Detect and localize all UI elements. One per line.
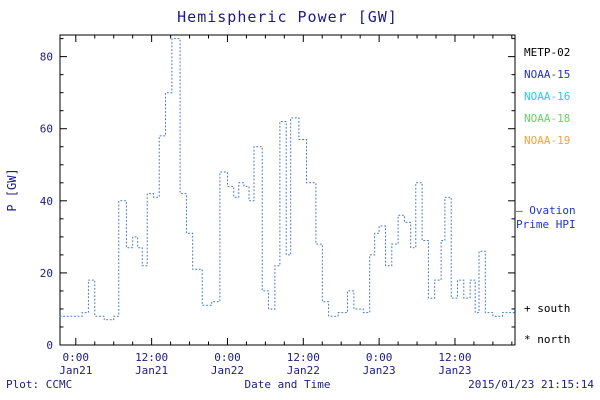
plot-frame	[59, 34, 516, 346]
south-marker-label: + south	[524, 302, 571, 315]
x-tick-label-date: Jan22	[211, 364, 244, 377]
ovation-label-line2: Prime HPI	[516, 218, 576, 231]
y-tick-label: 40	[40, 195, 53, 208]
x-tick-label-date: Jan23	[438, 364, 471, 377]
x-axis-title: Date and Time	[244, 378, 331, 391]
x-tick-label-time: 0:00	[214, 351, 241, 364]
legend-item-noaa16: NOAA-16	[524, 90, 571, 103]
legend-item-noaa18: NOAA-18	[524, 112, 571, 125]
x-tick-label-time: 12:00	[438, 351, 471, 364]
timestamp: 2015/01/23 21:15:14	[468, 378, 594, 391]
x-tick-label-time: 12:00	[287, 351, 320, 364]
x-tick-label-date: Jan23	[363, 364, 396, 377]
x-tick-label-date: Jan21	[135, 364, 168, 377]
y-axis-label: P [GW]	[5, 168, 19, 211]
legend-item-noaa15: NOAA-15	[524, 68, 571, 81]
plot-source: Plot: CCMC	[6, 378, 73, 391]
y-tick-label: 20	[40, 267, 53, 280]
ovation-label-line1: – Ovation	[516, 204, 576, 217]
x-tick-label-time: 0:00	[366, 351, 393, 364]
series-label-ovation: – Ovation Prime HPI	[516, 204, 576, 232]
y-tick-label: 0	[46, 339, 53, 352]
x-tick-label-time: 0:00	[63, 351, 90, 364]
x-tick-label-time: 12:00	[135, 351, 168, 364]
y-tick-label: 80	[40, 51, 53, 64]
y-tick-label: 60	[40, 123, 53, 136]
legend-item-noaa19: NOAA-19	[524, 134, 571, 147]
north-marker-label: * north	[524, 333, 571, 346]
x-tick-label-date: Jan21	[59, 364, 92, 377]
page-title: Hemispheric Power [GW]	[177, 8, 398, 26]
legend: METP-02 NOAA-15 NOAA-16 NOAA-18 NOAA-19	[524, 42, 570, 152]
x-tick-label-date: Jan22	[287, 364, 320, 377]
chart-line	[59, 38, 516, 321]
legend-item-metp02: METP-02	[524, 46, 571, 59]
